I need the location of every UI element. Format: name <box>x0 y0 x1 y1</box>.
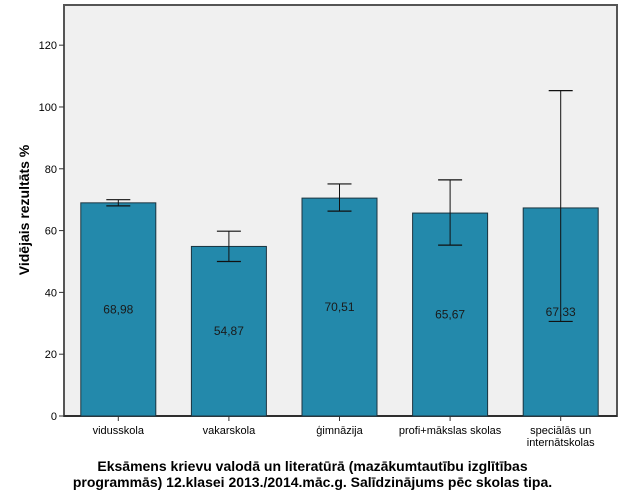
y-tick-label: 80 <box>45 164 57 176</box>
x-axis-title: Eksāmens krievu valodā un literatūrā (ma… <box>0 458 625 490</box>
y-tick-label: 60 <box>45 226 57 238</box>
x-tick-label: ģimnāzija <box>316 424 363 437</box>
y-tick-label: 20 <box>45 349 57 361</box>
y-tick-label: 120 <box>39 40 57 52</box>
bar <box>80 202 157 417</box>
x-tick-label: profi+mākslas skolas <box>399 425 502 437</box>
x-axis-title-line-2: programmās) 12.klasei 2013./2014.māc.g. … <box>72 474 553 490</box>
bar <box>412 212 489 417</box>
value-label: 65,67 <box>435 308 465 322</box>
y-tick-label: 0 <box>51 411 57 423</box>
x-axis: vidusskola vakarskola ģimnāzija profi+māksl… <box>93 416 595 449</box>
error-bars <box>106 89 573 323</box>
x-tick-label: vidusskola <box>93 425 145 437</box>
value-label: 54,87 <box>214 324 244 338</box>
y-tick-label: 40 <box>45 287 57 299</box>
value-labels: 68,98 54,87 70,51 65,67 67,33 <box>103 300 576 338</box>
y-axis-title: Vidējais rezultāts % <box>16 144 32 275</box>
x-tick-label: vakarskola <box>203 425 256 437</box>
value-label: 67,33 <box>546 305 576 319</box>
bar <box>190 245 267 417</box>
value-label: 68,98 <box>103 302 133 316</box>
y-tick-label: 100 <box>39 102 57 114</box>
value-label: 70,51 <box>324 300 354 314</box>
x-tick-label: internātskolas <box>527 437 595 449</box>
x-axis-title-line-1: Eksāmens krievu valodā un literatūrā (ma… <box>97 458 528 474</box>
bar <box>301 197 378 417</box>
x-tick-label: speciālās un <box>530 425 591 437</box>
